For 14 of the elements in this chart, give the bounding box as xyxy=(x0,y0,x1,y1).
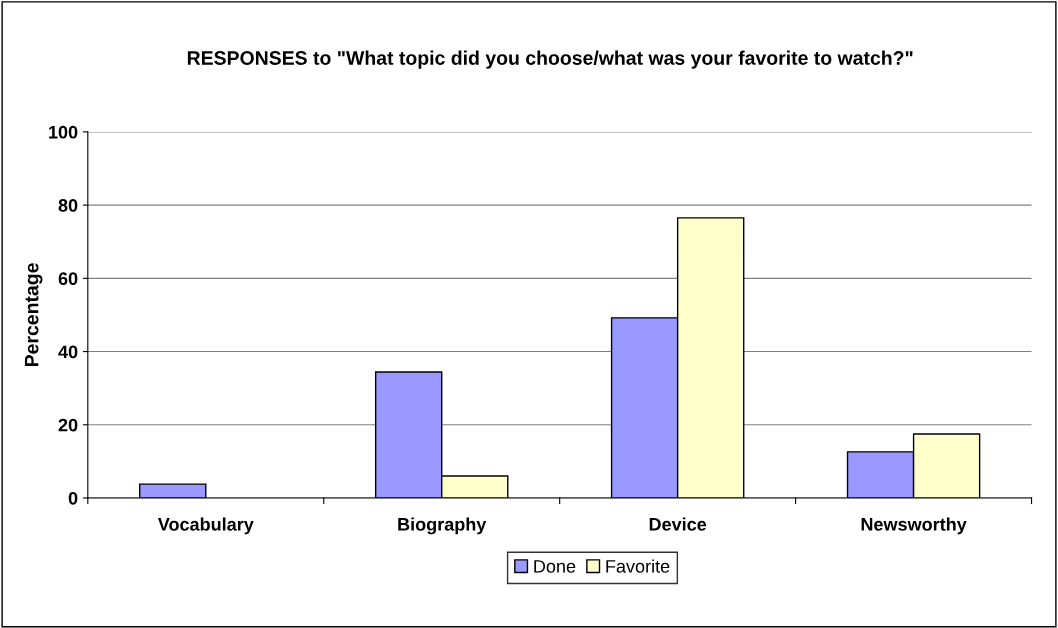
y-axis-title: Percentage xyxy=(24,263,43,367)
y-tick-label: 20 xyxy=(58,418,78,432)
legend-label: Done xyxy=(534,560,576,573)
x-tick-label: Device xyxy=(649,517,707,531)
y-tick-label: 80 xyxy=(58,199,78,212)
y-tick-label: 60 xyxy=(58,272,78,286)
chart-title: RESPONSES to "What topic did you choose/what was your favorite to watch?" xyxy=(187,50,913,69)
legend-label: Favorite xyxy=(606,559,670,573)
y-tick-label: 0 xyxy=(68,491,78,505)
x-tick-label: Biography xyxy=(398,517,487,535)
x-tick-label: Vocabulary xyxy=(157,517,254,535)
y-tick-label: 40 xyxy=(58,345,78,359)
x-tick-label: Newsworthy xyxy=(861,517,967,535)
y-tick-label: 100 xyxy=(49,125,78,139)
